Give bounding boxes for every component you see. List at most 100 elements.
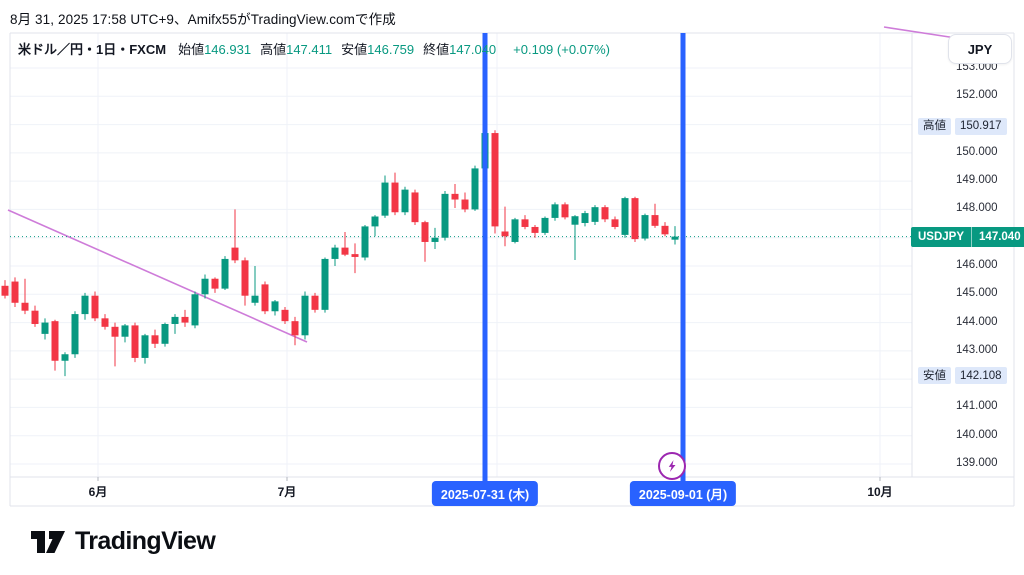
candle-body	[381, 182, 389, 216]
last-price-symbol: USDJPY	[918, 230, 965, 243]
currency-button[interactable]: JPY	[948, 34, 1012, 64]
candle-body	[641, 215, 649, 239]
tradingview-logo-text: TradingView	[75, 527, 216, 555]
price-tick-label: 145.000	[956, 287, 998, 300]
price-tick-label: 146.000	[956, 258, 998, 271]
candle-body	[451, 193, 459, 200]
candle-body	[611, 219, 619, 227]
candle-body	[601, 207, 609, 220]
candle-body	[141, 335, 149, 358]
candle-body	[151, 335, 159, 344]
price-tick-label: 139.000	[956, 456, 998, 469]
candle-body	[301, 295, 309, 336]
last-price-badge: USDJPY 147.040	[911, 226, 1024, 247]
event-marker-line[interactable]	[482, 33, 488, 482]
legend-low: 安値146.759	[341, 42, 415, 57]
candle-body	[261, 284, 269, 312]
legend-close: 終値147.040	[423, 42, 497, 57]
candle-body	[181, 316, 189, 323]
candle-body	[571, 216, 579, 225]
time-tick-label: 7月	[277, 485, 297, 499]
candle-body	[341, 247, 349, 255]
legend-high: 高値147.411	[260, 42, 333, 57]
candle-body	[561, 204, 569, 218]
candle-body	[491, 133, 499, 227]
last-price-value: 147.040	[979, 230, 1021, 243]
candle-body	[621, 198, 629, 235]
candle-body	[441, 193, 449, 238]
candle-body	[541, 217, 549, 233]
candle-body	[191, 294, 199, 326]
candle-body	[511, 219, 519, 242]
candle-body	[51, 321, 59, 361]
price-tick-label: 148.000	[956, 202, 998, 215]
candle-body	[131, 325, 139, 358]
lightning-bolt-glyph	[668, 460, 676, 472]
candle-body	[41, 322, 49, 334]
candle-body	[551, 204, 559, 218]
high-price-badge: 高値 150.917	[918, 117, 1007, 135]
candle-body	[71, 314, 79, 355]
candle-body	[371, 216, 379, 227]
symbol-title: 米ドル／円・1日・FXCM	[18, 42, 167, 57]
candle-body	[161, 323, 169, 344]
candle-body	[391, 182, 399, 213]
time-tick-label: 10月	[867, 485, 893, 499]
candle-body	[531, 226, 539, 233]
candle-body	[461, 199, 469, 210]
symbol-legend: 米ドル／円・1日・FXCM 始値146.931 高値147.411 安値146.759…	[18, 39, 610, 58]
tradingview-logo[interactable]: TradingView	[30, 527, 216, 556]
price-tick-label: 140.000	[956, 428, 998, 441]
candle-body	[31, 310, 39, 324]
price-tick-label: 141.000	[956, 400, 998, 413]
price-tick-label: 153.000	[956, 61, 998, 73]
trend-line[interactable]	[7, 209, 308, 343]
candle-body	[21, 302, 29, 311]
candle-body	[361, 226, 369, 258]
high-value-chip: 150.917	[955, 117, 1007, 135]
event-marker-line[interactable]	[680, 33, 686, 482]
candle-body	[411, 192, 419, 223]
candle-body	[241, 260, 249, 296]
candle-body	[331, 247, 339, 259]
candle-body	[81, 295, 89, 315]
candle-body	[101, 318, 109, 327]
price-tick-label: 144.000	[956, 315, 998, 328]
candle-body	[671, 236, 679, 240]
candle-body	[421, 222, 429, 242]
price-tick-label: 143.000	[956, 343, 998, 356]
price-tick-label: 149.000	[956, 174, 998, 187]
tradingview-logomark	[31, 530, 65, 553]
time-tick-label: 6月	[88, 485, 108, 499]
price-tick-label: 150.000	[956, 145, 998, 158]
candle-body	[431, 237, 439, 242]
candle-body	[221, 258, 229, 289]
trend-line[interactable]	[883, 26, 957, 39]
low-label-chip: 安値	[918, 367, 951, 385]
candle-body	[171, 316, 179, 324]
event-date-badge-sep01: 2025-09-01 (月)	[629, 481, 737, 506]
candle-body	[61, 354, 69, 361]
candle-body	[501, 231, 509, 237]
high-label-chip: 高値	[918, 117, 951, 135]
candle-body	[581, 213, 589, 224]
candle-body	[11, 281, 19, 303]
candle-body	[591, 207, 599, 222]
candle-body	[311, 295, 319, 310]
candle-body	[401, 189, 409, 213]
candle-body	[271, 301, 279, 312]
legend-open: 始値146.931	[178, 42, 252, 57]
candle-body	[631, 198, 639, 240]
legend-change: +0.109 (+0.07%)	[513, 42, 611, 57]
candle-body	[201, 278, 209, 295]
candle-body	[91, 295, 99, 319]
candle-body	[121, 325, 129, 337]
candle-body	[291, 321, 299, 336]
candle-body	[351, 254, 359, 257]
candle-body	[1, 285, 9, 296]
lightning-icon[interactable]	[658, 452, 686, 480]
candle-body	[661, 225, 669, 235]
event-date-badge-jul31: 2025-07-31 (木)	[431, 481, 539, 506]
low-price-badge: 安値 142.108	[918, 367, 1007, 385]
